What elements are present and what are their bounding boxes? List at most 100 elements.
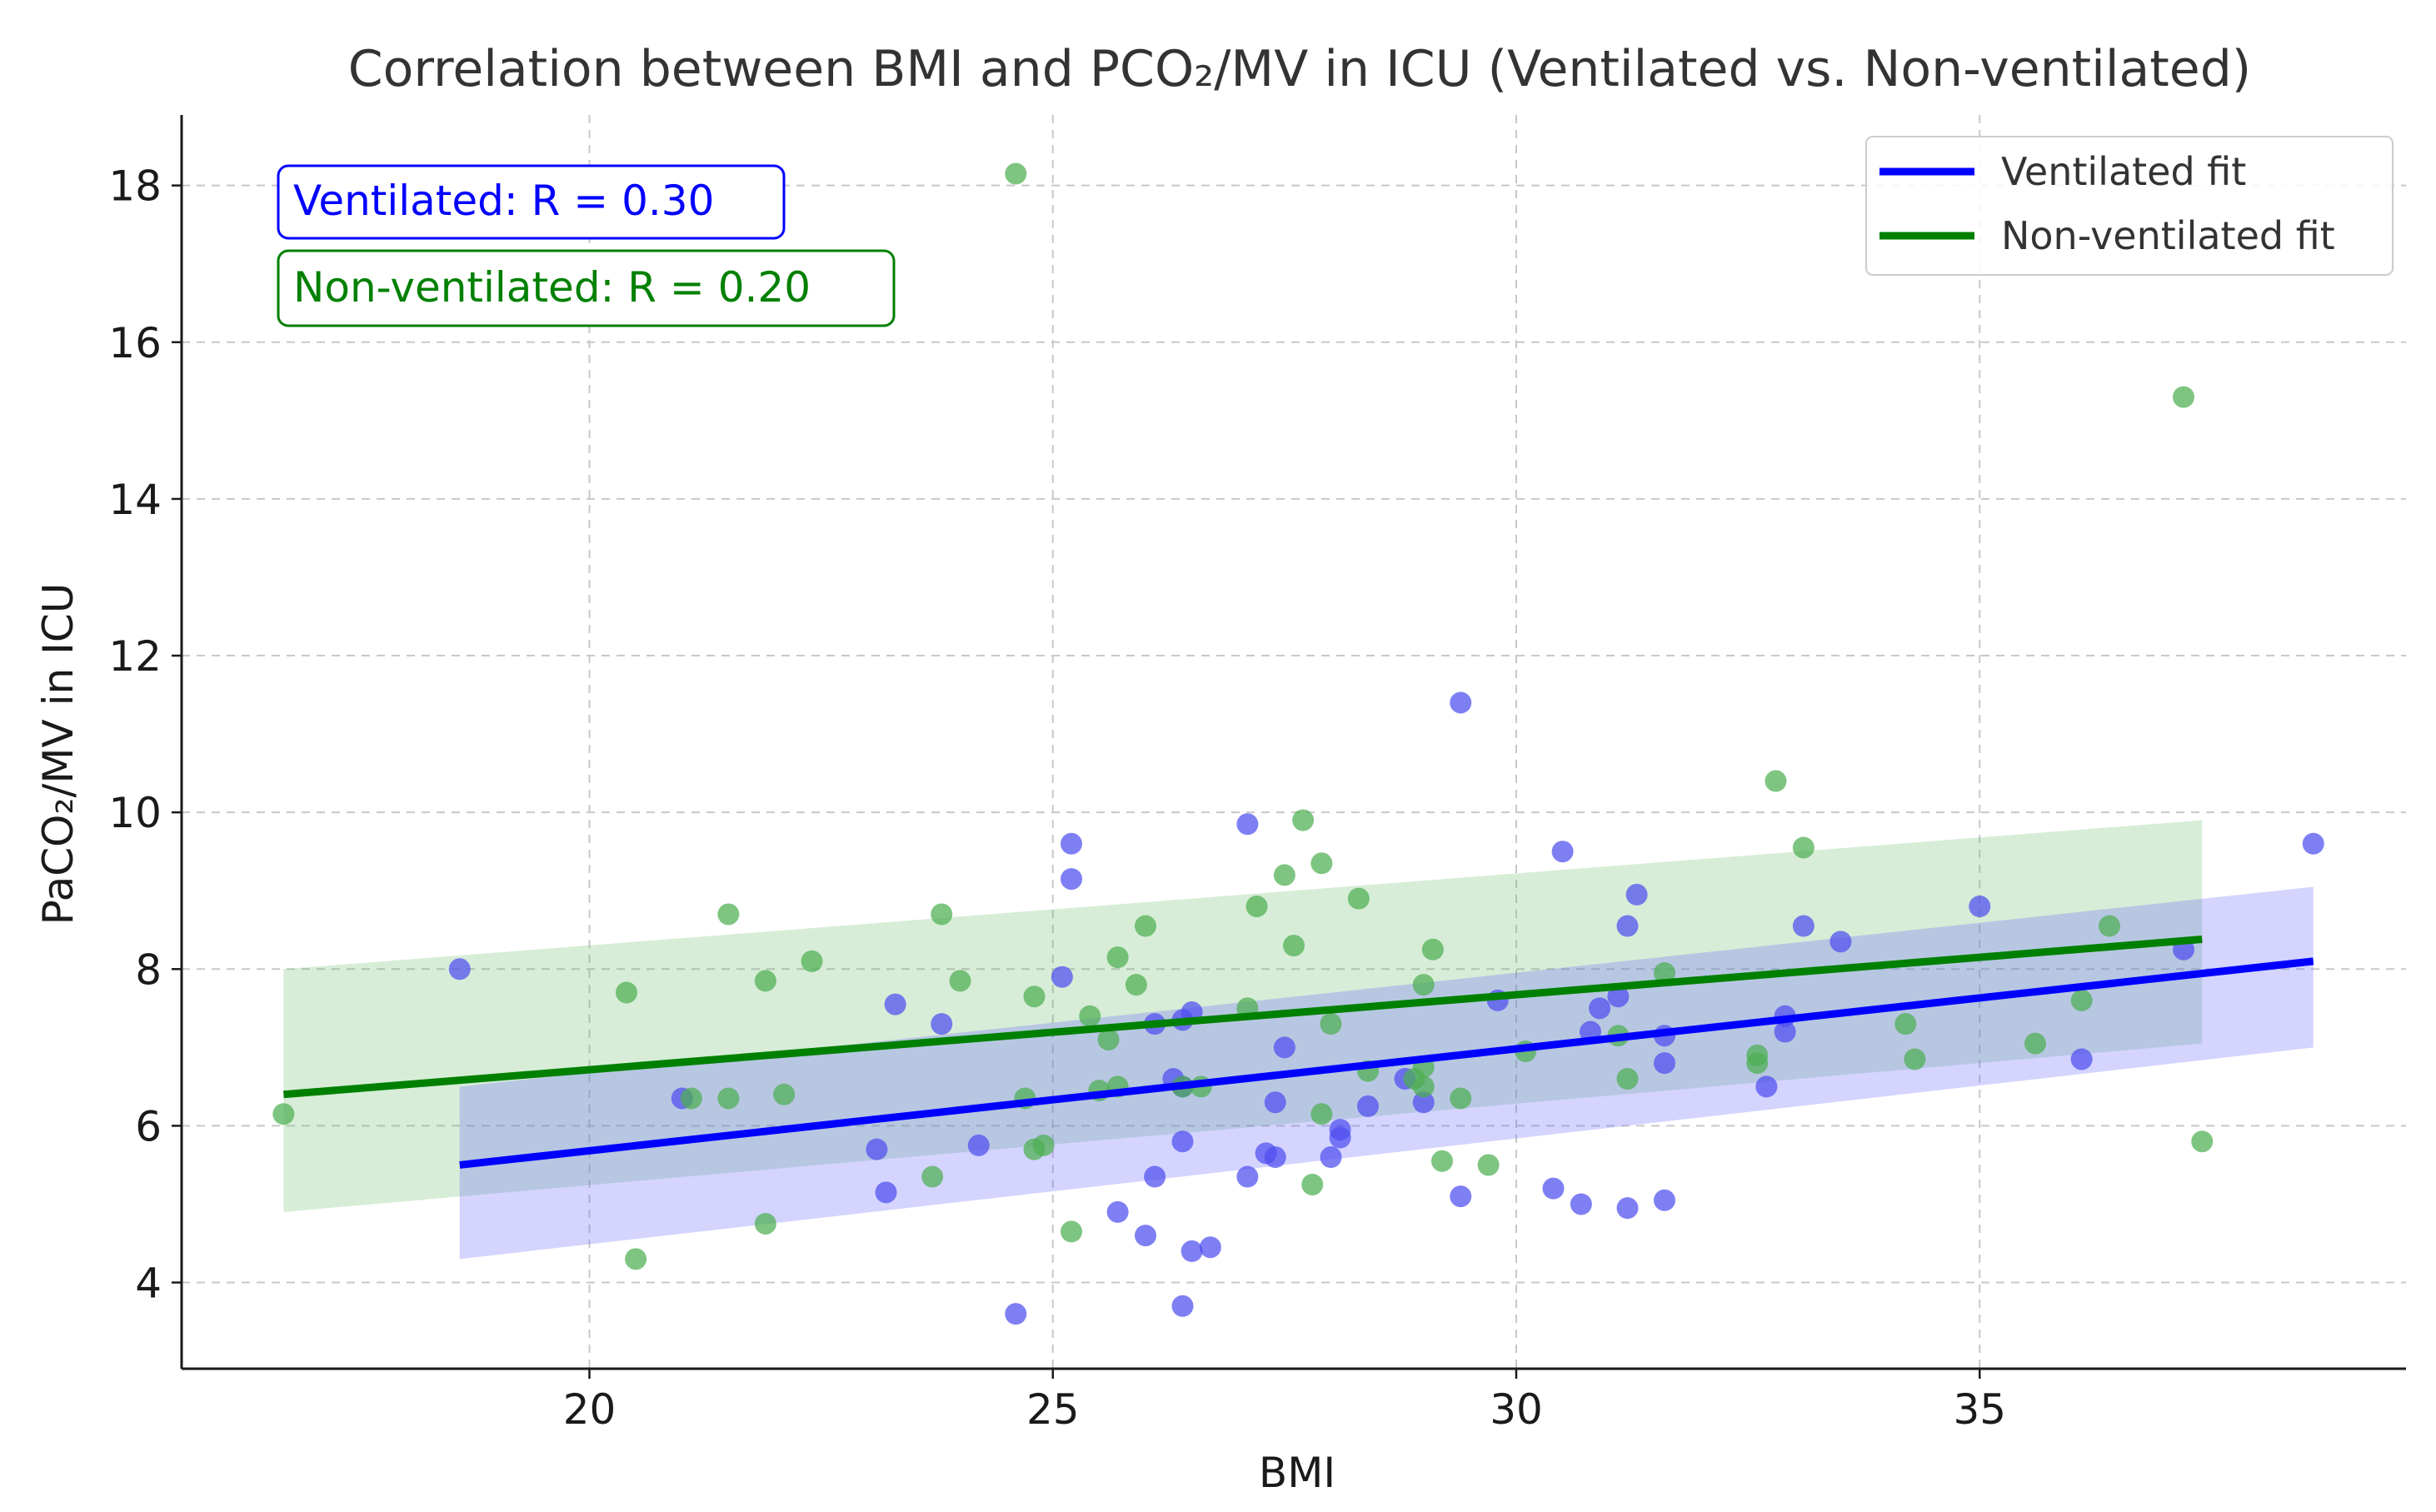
ventilated-point (1607, 986, 1630, 1008)
ventilated-point (1329, 1119, 1351, 1141)
non-ventilated-point (1273, 864, 1295, 886)
x-tick-label: 30 (1490, 1385, 1543, 1434)
ventilated-point (1589, 997, 1611, 1020)
non-ventilated-point (1347, 887, 1370, 910)
ventilated-point (1106, 1200, 1129, 1223)
non-ventilated-point (1283, 935, 1305, 957)
grid (182, 115, 2406, 1369)
ventilated-point (1144, 1165, 1166, 1188)
non-ventilated-point (754, 1212, 776, 1235)
y-tick-label: 12 (108, 632, 162, 681)
non-ventilated-point (2191, 1130, 2214, 1153)
ventilated-point (1412, 1091, 1435, 1114)
non-ventilated-point (1616, 1067, 1639, 1090)
ventilated-point (448, 958, 471, 981)
ventilated-r-box (277, 164, 786, 240)
non-ventilated-point (1023, 986, 1046, 1008)
non-ventilated-r-text: Non-ventilated: R = 0.20 (293, 263, 811, 312)
ventilated-point (1450, 691, 1472, 714)
non-ventilated-point (1412, 974, 1435, 996)
ventilated-point (1181, 1240, 1203, 1262)
non-ventilated-point (1005, 162, 1027, 185)
ventilated-point (1236, 813, 1259, 836)
tick-labels: 20 25 30 35 4 6 8 10 12 14 16 18 (108, 162, 2006, 1434)
y-tick-label: 8 (135, 946, 162, 994)
ventilated-point (931, 1013, 953, 1035)
ventilated-point (1264, 1091, 1286, 1114)
non-ventilated-point (754, 970, 776, 992)
ventilated-point (1135, 1225, 1156, 1247)
ventilated-confidence-band (459, 886, 2314, 1260)
non-ventilated-point (921, 1165, 944, 1188)
ventilated-point (1273, 1036, 1295, 1059)
non-ventilated-point (1412, 1075, 1435, 1098)
non-ventilated-point (1125, 974, 1147, 996)
ventilated-point (1061, 868, 1082, 891)
ventilated-point (1654, 1189, 1675, 1211)
non-ventilated-point (1245, 896, 1268, 918)
ventilated-fit-line (459, 957, 2314, 1169)
non-ventilated-point (2173, 386, 2194, 408)
confidence-bands (283, 820, 2314, 1260)
x-axis-label: BMI (1259, 1449, 1335, 1497)
ventilated-point (1357, 1095, 1379, 1117)
non-ventilated-point (2099, 915, 2120, 937)
ventilated-point (1171, 1295, 1194, 1317)
axes (172, 115, 2406, 1379)
y-tick-label: 10 (108, 789, 162, 837)
ventilated-point (1654, 1052, 1675, 1075)
chart-title: Correlation between BMI and PCO₂/MV in I… (348, 40, 2251, 98)
non-ventilated-point (1765, 770, 1787, 792)
non-ventilated-point (717, 903, 740, 926)
correlation-annotations: Ventilated: R = 0.30 Non-ventilated: R =… (277, 164, 896, 327)
non-ventilated-point (625, 1248, 647, 1270)
y-tick-label: 14 (108, 476, 162, 524)
non-ventilated-point (1320, 1013, 1342, 1035)
ventilated-point (866, 1138, 888, 1160)
ventilated-point (1061, 832, 1082, 855)
non-ventilated-point (1477, 1154, 1500, 1176)
non-ventilated-point (2070, 989, 2093, 1011)
y-tick-label: 16 (108, 319, 162, 367)
ventilated-point (1171, 1130, 1194, 1153)
y-tick-label: 6 (135, 1102, 162, 1150)
non-ventilated-point (1904, 1048, 1926, 1070)
ventilated-point (967, 1134, 990, 1156)
non-ventilated-point (773, 1083, 796, 1105)
ventilated-point (1236, 1165, 1259, 1188)
ventilated-point (1264, 1146, 1286, 1169)
non-ventilated-point (1301, 1173, 1324, 1195)
ventilated-point (1774, 1020, 1796, 1043)
ventilated-point (2070, 1048, 2093, 1070)
x-tick-label: 25 (1026, 1385, 1080, 1434)
non-ventilated-point (801, 950, 823, 972)
non-ventilated-point (1079, 1005, 1101, 1027)
ventilated-point (1542, 1177, 1565, 1200)
non-ventilated-point (1135, 915, 1156, 937)
ventilated-point (1616, 915, 1639, 937)
non-ventilated-point (1450, 1087, 1472, 1110)
y-axis-label: PaCO₂/MV in ICU (34, 583, 82, 926)
ventilated-point (1829, 931, 1852, 953)
y-tick-label: 18 (108, 162, 162, 211)
non-ventilated-r-box (277, 249, 896, 327)
legend-ventilated-label: Ventilated fit (2001, 149, 2246, 194)
ventilated-point (1616, 1197, 1639, 1220)
non-ventilated-point (1097, 1028, 1120, 1050)
non-ventilated-point (1310, 852, 1333, 875)
non-ventilated-point (1061, 1220, 1082, 1243)
non-ventilated-point (1894, 1013, 1917, 1035)
ventilated-point (1051, 966, 1073, 988)
non-ventilated-point (1792, 836, 1815, 859)
legend-non-ventilated-label: Non-ventilated fit (2001, 213, 2335, 258)
ventilated-point (1450, 1185, 1472, 1208)
ventilated-point (1570, 1193, 1592, 1215)
ventilated-point (1551, 841, 1574, 863)
ventilated-point (884, 993, 906, 1015)
ventilated-point (1320, 1146, 1342, 1169)
non-ventilated-point (1106, 946, 1129, 969)
x-tick-label: 20 (563, 1385, 616, 1434)
ventilated-point (1005, 1303, 1027, 1325)
legend: Ventilated fit Non-ventilated fit (1865, 136, 2394, 276)
